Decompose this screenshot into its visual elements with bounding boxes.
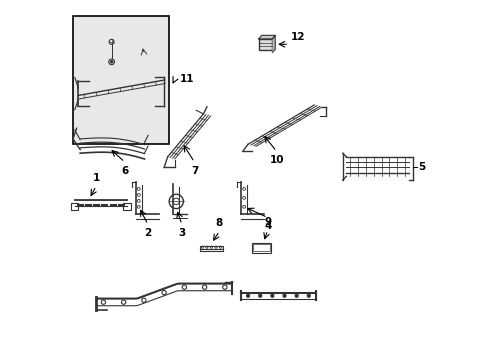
Text: 4: 4 [264,221,271,231]
Bar [251,243,271,253]
Polygon shape [258,35,275,39]
Circle shape [246,294,249,297]
Text: 10: 10 [269,155,284,165]
Circle shape [270,294,273,297]
Polygon shape [272,35,275,53]
Text: 5: 5 [417,162,424,172]
Text: 8: 8 [215,218,223,228]
Circle shape [110,61,112,63]
Bar [253,244,269,251]
Text: 12: 12 [290,32,305,42]
Bar [70,203,78,210]
Bar [73,16,169,144]
Circle shape [258,294,261,297]
Circle shape [307,294,309,297]
Circle shape [283,294,285,297]
Text: 6: 6 [121,166,128,176]
Bar [200,246,223,249]
Text: 7: 7 [190,166,198,176]
Bar [123,203,131,210]
Text: 9: 9 [264,217,271,227]
Text: 1: 1 [92,172,100,183]
Circle shape [295,294,298,297]
Bar [258,39,272,50]
Bar [200,249,223,251]
Text: 2: 2 [144,228,151,238]
Text: 11: 11 [179,74,194,84]
Text: 3: 3 [178,228,185,238]
